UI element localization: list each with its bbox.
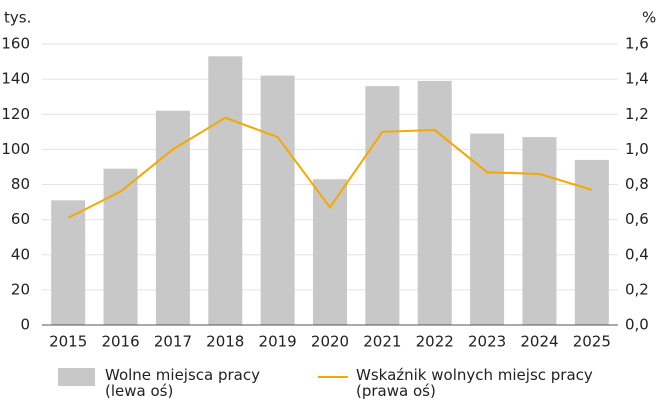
bar [574,159,609,325]
bar [155,110,190,325]
y-tick-label: 60 [11,210,30,228]
x-tick-label: 2024 [520,333,558,351]
x-tick-label: 2023 [468,333,506,351]
y2-tick-label: 0,4 [625,245,649,263]
y2-tick-label: 1,0 [625,140,649,158]
legend-swatch-bar [58,368,95,386]
bar [103,168,138,325]
x-tick-label: 2018 [206,333,244,351]
legend-label: Wskaźnik wolnych miejsc pracy (prawa oś) [356,366,593,400]
legend-swatch-line [318,376,348,378]
bar [470,133,505,325]
y-tick-label: 0 [20,316,30,334]
y2-tick-label: 0,8 [625,175,649,193]
x-tick-label: 2025 [573,333,611,351]
y2-unit: % [642,9,656,27]
legend-label: Wolne miejsca pracy (lewa oś) [105,366,261,400]
x-tick-label: 2020 [311,333,349,351]
x-tick-label: 2015 [49,333,87,351]
bar [365,86,400,326]
bar [208,56,243,325]
x-tick-label: 2022 [416,333,454,351]
y2-tick-label: 0,6 [625,210,649,228]
x-tick-label: 2021 [363,333,401,351]
y-tick-label: 40 [11,245,30,263]
y-tick-label: 100 [1,140,30,158]
bar [313,179,347,325]
y-tick-label: 120 [1,105,30,123]
line [67,116,593,219]
bar [51,200,86,325]
y2-tick-label: 1,6 [625,35,649,53]
y-tick-label: 20 [11,280,30,298]
y2-tick-label: 1,2 [625,105,649,123]
bar [260,75,295,325]
y2-tick-label: 1,4 [625,70,649,88]
y-unit: tys. [4,9,31,27]
bar [522,137,557,325]
x-tick-label: 2016 [101,333,139,351]
x-tick-label: 2019 [259,333,297,351]
x-tick-label: 2017 [154,333,192,351]
y2-tick-label: 0,0 [625,316,649,334]
y-tick-label: 80 [11,175,30,193]
y2-tick-label: 0,2 [625,280,649,298]
y-tick-label: 160 [1,35,30,53]
bar [417,80,452,325]
y-tick-label: 140 [1,70,30,88]
